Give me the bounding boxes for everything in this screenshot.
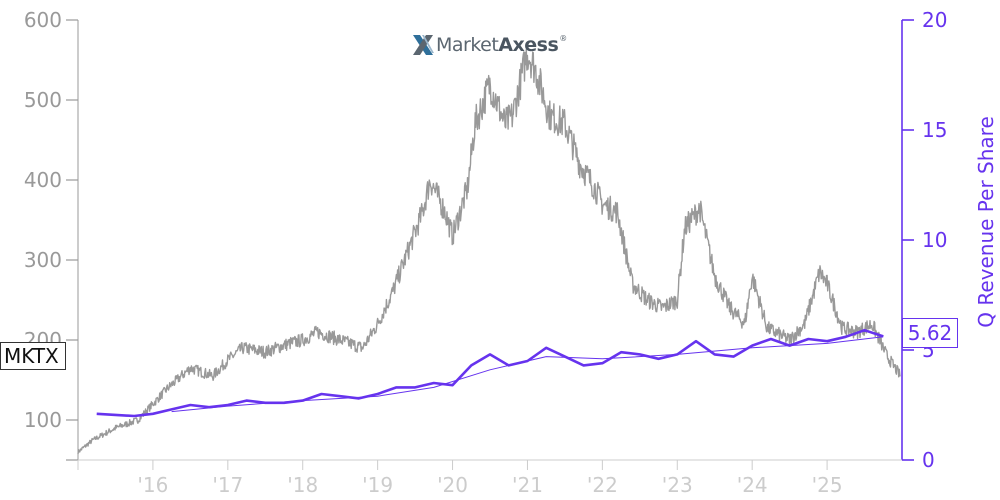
registered-mark: ® bbox=[559, 34, 567, 43]
logo-text-bold: Axess bbox=[498, 34, 559, 56]
last-value-label: 5.62 bbox=[902, 318, 958, 348]
x-tick-label-2023: '23 bbox=[662, 473, 693, 497]
right-tick-label-10: 10 bbox=[922, 228, 947, 252]
right-axis-title: Q Revenue Per Share bbox=[974, 116, 998, 328]
marketaxess-logo: MarketAxess® bbox=[410, 30, 567, 60]
left-tick-label-100: 100 bbox=[24, 408, 62, 432]
marketaxess-x-logo-icon bbox=[413, 35, 434, 55]
revenue-trend-line bbox=[171, 336, 884, 413]
logo-text-light: Market bbox=[436, 34, 499, 56]
left-tick-label-400: 400 bbox=[24, 168, 62, 192]
left-tick-label-600: 600 bbox=[24, 8, 62, 32]
right-tick-label-0: 0 bbox=[922, 448, 935, 472]
ticker-label: MKTX bbox=[0, 342, 66, 370]
left-tick-label-500: 500 bbox=[24, 88, 62, 112]
x-tick-label-2018: '18 bbox=[287, 473, 318, 497]
right-tick-label-15: 15 bbox=[922, 118, 947, 142]
x-tick-label-2020: '20 bbox=[437, 473, 468, 497]
left-tick-label-300: 300 bbox=[24, 248, 62, 272]
right-tick-label-20: 20 bbox=[922, 8, 947, 32]
series-layer bbox=[77, 48, 901, 455]
x-tick-label-2021: '21 bbox=[512, 473, 543, 497]
x-tick-label-2022: '22 bbox=[587, 473, 618, 497]
x-tick-label-2019: '19 bbox=[362, 473, 393, 497]
x-tick-label-2024: '24 bbox=[737, 473, 768, 497]
x-axis: '16 '17 '18 '19 '20 '21 '22 '23 '24 '25 bbox=[77, 459, 902, 497]
logo-text: MarketAxess® bbox=[436, 34, 567, 56]
x-tick-label-2017: '17 bbox=[212, 473, 243, 497]
price-series-line bbox=[77, 48, 901, 455]
x-tick-label-2016: '16 bbox=[137, 473, 168, 497]
x-tick-label-2025: '25 bbox=[812, 473, 843, 497]
